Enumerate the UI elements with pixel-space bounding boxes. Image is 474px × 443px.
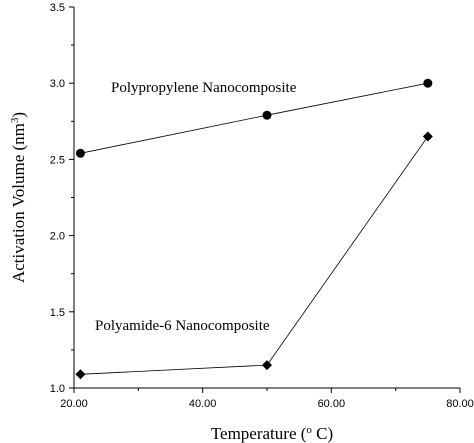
- data-point-circle: [75, 148, 85, 158]
- data-point-circle: [423, 78, 433, 88]
- data-point-diamond: [262, 360, 272, 371]
- y-tick-label: 2.0: [50, 231, 65, 243]
- y-axis-title-superscript: 3: [9, 117, 21, 123]
- x-ticks: 20.00 40.00 60.00 80.00: [60, 388, 474, 410]
- y-tick-label: 3.0: [50, 78, 65, 90]
- x-axis-title-end: C): [312, 424, 333, 443]
- data-point-circle: [262, 110, 272, 120]
- x-axis-title-superscript: o: [306, 424, 312, 436]
- y-tick-label: 3.5: [50, 2, 65, 14]
- y-axis-title-end: ): [9, 112, 28, 118]
- series-layer: [75, 78, 433, 380]
- series-line: [80, 136, 429, 375]
- series-2: [75, 131, 433, 380]
- y-axis-title-text: Activation Volume (nm: [9, 123, 28, 283]
- x-tick-label: 60.00: [318, 398, 346, 410]
- y-tick-label: 2.5: [50, 154, 65, 166]
- annotation-polypropylene: Polypropylene Nanocomposite: [111, 80, 297, 96]
- annotation-polyamide: Polyamide-6 Nanocomposite: [95, 318, 270, 334]
- x-tick-label: 40.00: [189, 398, 217, 410]
- y-axis-title: Activation Volume (nm3): [9, 112, 28, 283]
- x-axis-title: Temperature (o C): [211, 424, 333, 443]
- x-tick-label: 80.00: [446, 398, 474, 410]
- y-tick-label: 1.0: [50, 383, 65, 395]
- x-axis-title-text: Temperature (: [211, 424, 307, 443]
- series-1: [75, 78, 433, 158]
- data-point-diamond: [75, 369, 86, 380]
- x-tick-label: 20.00: [60, 398, 88, 410]
- y-tick-label: 1.5: [50, 307, 65, 319]
- data-point-diamond: [422, 131, 433, 142]
- y-ticks: 1.0 1.5 2.0 2.5 3.0 3.5: [50, 2, 74, 395]
